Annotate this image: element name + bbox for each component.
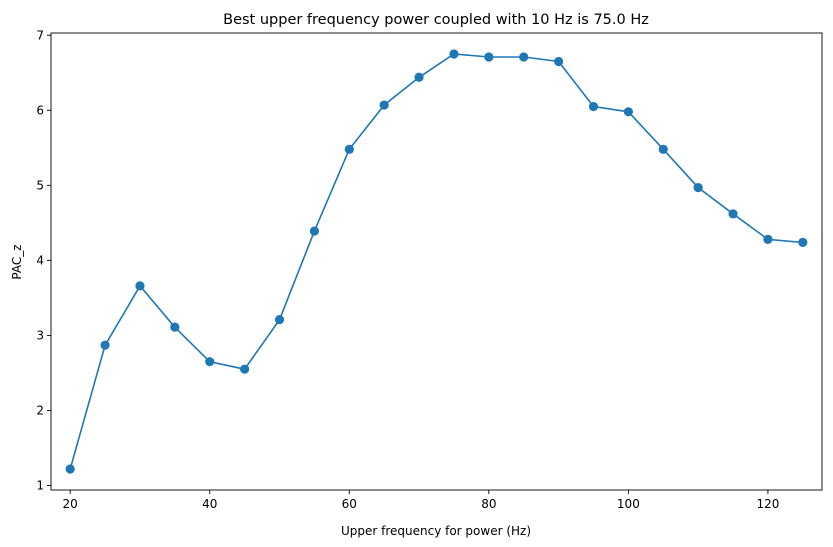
y-tick-label: 2 xyxy=(36,403,44,417)
data-point xyxy=(65,464,75,474)
data-point xyxy=(449,49,459,59)
data-point xyxy=(554,56,564,67)
data-point xyxy=(414,72,424,82)
data-point xyxy=(135,281,145,291)
y-tick-label: 4 xyxy=(36,253,44,267)
y-axis-label: PAC_z xyxy=(10,244,24,279)
data-point xyxy=(205,357,215,367)
data-point xyxy=(728,209,738,219)
y-tick-label: 7 xyxy=(36,28,44,42)
data-point xyxy=(623,107,633,117)
chart-title: Best upper frequency power coupled with … xyxy=(223,12,649,28)
data-point xyxy=(519,52,529,62)
data-point xyxy=(693,182,703,193)
x-axis-label: Upper frequency for power (Hz) xyxy=(341,524,531,538)
axis-ticks: 20 40 60 80 100 120 1 2 3 4 5 6 7 xyxy=(36,28,779,511)
data-point xyxy=(484,52,494,62)
x-tick-label: 80 xyxy=(481,497,496,511)
data-point xyxy=(309,226,319,236)
x-tick-label: 60 xyxy=(342,497,357,511)
data-point xyxy=(344,144,354,154)
plot-area-frame xyxy=(50,32,823,491)
x-tick-label: 100 xyxy=(617,497,640,511)
data-point xyxy=(240,364,250,374)
data-point xyxy=(274,315,285,325)
data-points xyxy=(65,49,808,474)
data-point xyxy=(588,101,599,112)
y-tick-label: 5 xyxy=(36,178,44,192)
series-line xyxy=(69,53,803,470)
x-tick-label: 120 xyxy=(756,497,779,511)
data-point xyxy=(170,322,180,332)
data-point xyxy=(379,100,389,110)
data-point xyxy=(658,144,668,154)
y-tick-label: 3 xyxy=(36,328,44,342)
y-tick-label: 1 xyxy=(36,478,44,492)
x-tick-label: 40 xyxy=(202,497,217,511)
data-point xyxy=(763,234,773,244)
data-point xyxy=(100,340,110,350)
x-tick-label: 20 xyxy=(63,497,78,511)
y-tick-label: 6 xyxy=(36,103,44,117)
data-point xyxy=(798,237,808,247)
